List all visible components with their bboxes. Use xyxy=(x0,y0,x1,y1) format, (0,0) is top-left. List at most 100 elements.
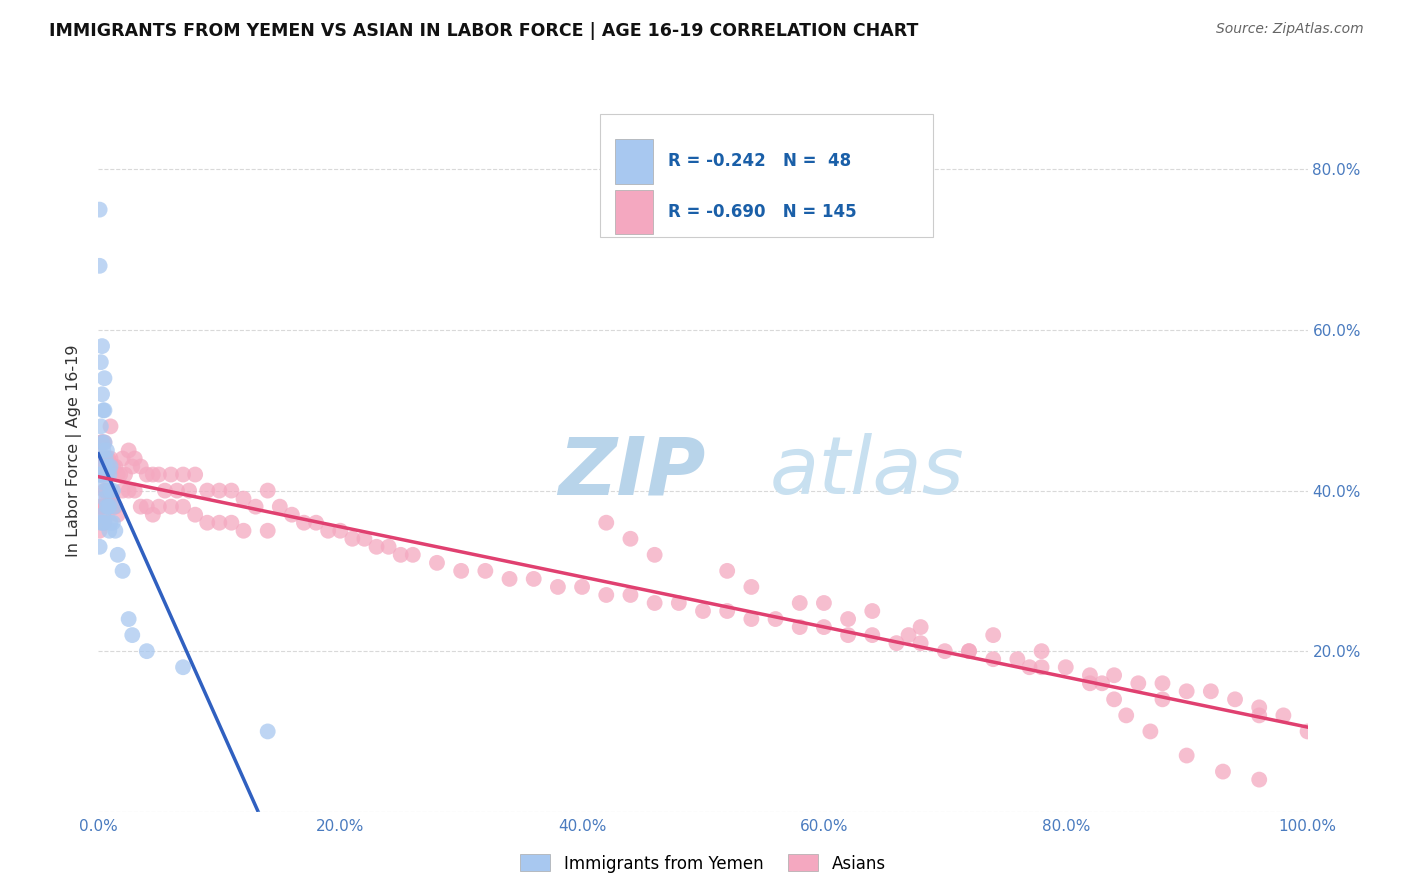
Bar xyxy=(614,139,654,184)
Point xyxy=(981,652,1004,666)
Point xyxy=(1272,708,1295,723)
Point xyxy=(269,500,291,514)
Point xyxy=(1007,652,1029,666)
Point xyxy=(97,459,120,474)
Point xyxy=(91,467,114,482)
Point xyxy=(111,564,134,578)
Point xyxy=(595,588,617,602)
Point xyxy=(91,339,114,353)
Point xyxy=(93,516,115,530)
Point xyxy=(1018,660,1040,674)
Point xyxy=(668,596,690,610)
Point xyxy=(316,524,339,538)
Point xyxy=(644,596,666,610)
Point xyxy=(93,483,115,498)
Point xyxy=(142,467,165,482)
Text: ZIP: ZIP xyxy=(558,434,706,511)
Point xyxy=(789,596,811,610)
Point xyxy=(172,467,194,482)
Point xyxy=(402,548,425,562)
Point xyxy=(740,580,762,594)
Point xyxy=(124,483,146,498)
Point xyxy=(644,548,666,562)
Point xyxy=(101,516,124,530)
Point xyxy=(107,548,129,562)
Point xyxy=(692,604,714,618)
Point xyxy=(89,500,111,514)
Point xyxy=(910,636,932,650)
Point xyxy=(93,475,115,490)
Point xyxy=(89,259,111,273)
Point xyxy=(98,491,121,506)
Point xyxy=(101,459,124,474)
Text: IMMIGRANTS FROM YEMEN VS ASIAN IN LABOR FORCE | AGE 16-19 CORRELATION CHART: IMMIGRANTS FROM YEMEN VS ASIAN IN LABOR … xyxy=(49,22,918,40)
Text: atlas: atlas xyxy=(769,434,965,511)
Point xyxy=(118,483,141,498)
Point xyxy=(124,451,146,466)
Point xyxy=(93,435,115,450)
Point xyxy=(96,500,118,514)
Point xyxy=(97,483,120,498)
Point xyxy=(118,612,141,626)
Text: Source: ZipAtlas.com: Source: ZipAtlas.com xyxy=(1216,22,1364,37)
Point xyxy=(93,435,115,450)
Point xyxy=(91,500,114,514)
Point xyxy=(100,459,122,474)
Point xyxy=(256,724,278,739)
Point xyxy=(195,483,218,498)
Point xyxy=(94,483,117,498)
Point xyxy=(90,516,112,530)
Point xyxy=(1296,724,1319,739)
Point xyxy=(93,459,115,474)
Text: R = -0.242   N =  48: R = -0.242 N = 48 xyxy=(668,153,851,170)
Point xyxy=(91,508,114,522)
FancyBboxPatch shape xyxy=(600,114,932,237)
Point xyxy=(1175,684,1198,698)
Point xyxy=(94,483,117,498)
Point xyxy=(353,532,375,546)
Point xyxy=(89,467,111,482)
Point xyxy=(91,467,114,482)
Point xyxy=(93,371,115,385)
Point xyxy=(523,572,546,586)
Point xyxy=(366,540,388,554)
Point xyxy=(232,491,254,506)
Point xyxy=(98,467,121,482)
Point xyxy=(104,500,127,514)
Point xyxy=(93,403,115,417)
Point xyxy=(1102,692,1125,706)
Point xyxy=(89,467,111,482)
Point xyxy=(104,459,127,474)
Point xyxy=(118,443,141,458)
Bar xyxy=(614,190,654,235)
Point xyxy=(1212,764,1234,779)
Text: R = -0.690   N = 145: R = -0.690 N = 145 xyxy=(668,203,856,221)
Point xyxy=(860,604,883,618)
Point xyxy=(93,459,115,474)
Point xyxy=(184,508,207,522)
Point xyxy=(245,500,267,514)
Point xyxy=(208,483,231,498)
Point xyxy=(1152,692,1174,706)
Point xyxy=(98,500,121,514)
Point xyxy=(716,604,738,618)
Point xyxy=(1128,676,1150,690)
Point xyxy=(716,564,738,578)
Point xyxy=(91,387,114,401)
Point xyxy=(377,540,399,554)
Point xyxy=(232,524,254,538)
Point xyxy=(91,443,114,458)
Point xyxy=(813,596,835,610)
Point xyxy=(160,467,183,482)
Point xyxy=(1249,708,1271,723)
Point xyxy=(93,516,115,530)
Point xyxy=(148,500,170,514)
Point xyxy=(135,467,157,482)
Point xyxy=(172,660,194,674)
Point xyxy=(221,483,243,498)
Point xyxy=(100,516,122,530)
Point xyxy=(837,612,859,626)
Point xyxy=(98,524,121,538)
Point xyxy=(111,451,134,466)
Point xyxy=(90,500,112,514)
